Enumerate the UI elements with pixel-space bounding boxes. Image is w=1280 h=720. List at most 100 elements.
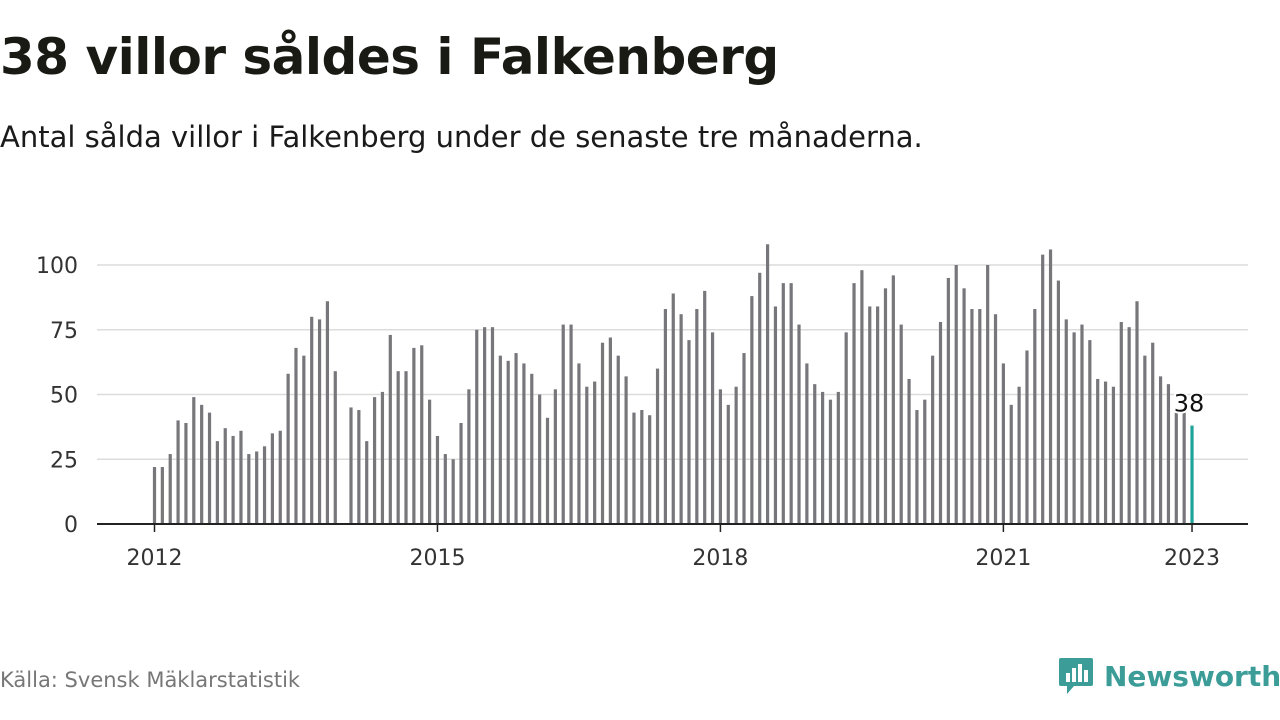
bar <box>247 454 251 524</box>
bar <box>671 293 675 524</box>
bar <box>593 381 597 524</box>
bar <box>1158 376 1163 524</box>
bar <box>868 306 872 524</box>
bar <box>773 306 778 524</box>
bar <box>1151 342 1155 524</box>
bar <box>200 404 204 524</box>
brand-name: Newsworthy <box>1104 659 1280 693</box>
bar-latest <box>1190 425 1194 524</box>
bar <box>1127 327 1131 524</box>
bar <box>1088 340 1092 524</box>
bar <box>215 441 219 524</box>
bar <box>412 347 416 524</box>
bar <box>538 394 542 524</box>
bar <box>317 319 322 524</box>
bar <box>946 277 950 524</box>
bar <box>1135 301 1139 524</box>
bar <box>1182 412 1186 524</box>
bar <box>805 363 809 524</box>
bar <box>1111 386 1116 524</box>
bar <box>388 334 392 524</box>
bar <box>184 422 188 524</box>
y-tick-label: 50 <box>50 384 78 409</box>
bar <box>695 309 699 524</box>
bar <box>239 430 243 524</box>
latest-value-label: 38 <box>1174 390 1205 418</box>
bar <box>860 270 864 524</box>
bar <box>451 459 455 524</box>
x-tick-label: 2023 <box>1164 546 1220 571</box>
bar <box>1064 319 1068 524</box>
y-tick-label: 75 <box>50 319 78 344</box>
bar <box>663 309 667 524</box>
bar <box>703 290 707 524</box>
bar <box>679 314 683 524</box>
bar <box>734 386 738 524</box>
bar <box>797 324 801 524</box>
bar <box>1009 404 1013 524</box>
bar <box>899 324 903 524</box>
bar <box>310 316 314 524</box>
bar <box>278 430 282 524</box>
bar <box>223 428 227 524</box>
bar <box>978 309 982 524</box>
bar <box>404 371 408 524</box>
bar <box>443 454 447 524</box>
bar <box>160 467 164 524</box>
bar <box>192 397 196 524</box>
bar <box>1048 249 1053 524</box>
bar <box>789 283 793 524</box>
bar <box>608 337 612 524</box>
bar <box>655 368 660 524</box>
bar <box>490 327 495 524</box>
bar <box>710 332 715 524</box>
bar <box>648 415 652 524</box>
bar <box>1041 254 1045 524</box>
bar <box>750 296 754 524</box>
bar <box>467 389 471 524</box>
bar <box>530 373 534 524</box>
bar <box>1025 350 1029 524</box>
bar <box>286 373 290 524</box>
bar <box>758 272 762 524</box>
bar <box>600 342 605 524</box>
bar <box>828 399 833 524</box>
bar <box>821 391 825 524</box>
bar <box>1072 332 1076 524</box>
bar <box>498 355 502 524</box>
bar <box>380 391 385 524</box>
bar <box>1174 412 1178 524</box>
source-note: Källa: Svensk Mäklarstatistik <box>0 668 301 692</box>
bar <box>1056 280 1060 524</box>
bar <box>986 265 990 524</box>
bar <box>1017 386 1021 524</box>
bar <box>207 412 212 524</box>
bar <box>726 404 730 524</box>
bar <box>561 324 565 524</box>
bar <box>152 467 157 524</box>
bar <box>428 399 432 524</box>
bar <box>923 399 927 524</box>
bar <box>1096 378 1100 524</box>
bar <box>954 265 958 524</box>
bar <box>1033 309 1037 524</box>
bar <box>396 371 400 524</box>
bar <box>781 283 785 524</box>
bar <box>1103 381 1108 524</box>
bar <box>876 306 880 524</box>
x-tick-label: 2018 <box>692 546 748 571</box>
bar <box>357 410 361 524</box>
bar <box>420 345 424 524</box>
bar <box>365 441 369 524</box>
bar <box>585 386 589 524</box>
bar <box>993 314 998 524</box>
x-tick-label: 2015 <box>409 546 465 571</box>
bar <box>294 347 298 524</box>
bar <box>883 288 888 524</box>
page-subtitle: Antal sålda villor i Falkenberg under de… <box>0 120 923 154</box>
bar <box>506 360 510 524</box>
bar <box>813 384 817 524</box>
bar <box>262 446 267 524</box>
bar <box>1143 355 1147 524</box>
